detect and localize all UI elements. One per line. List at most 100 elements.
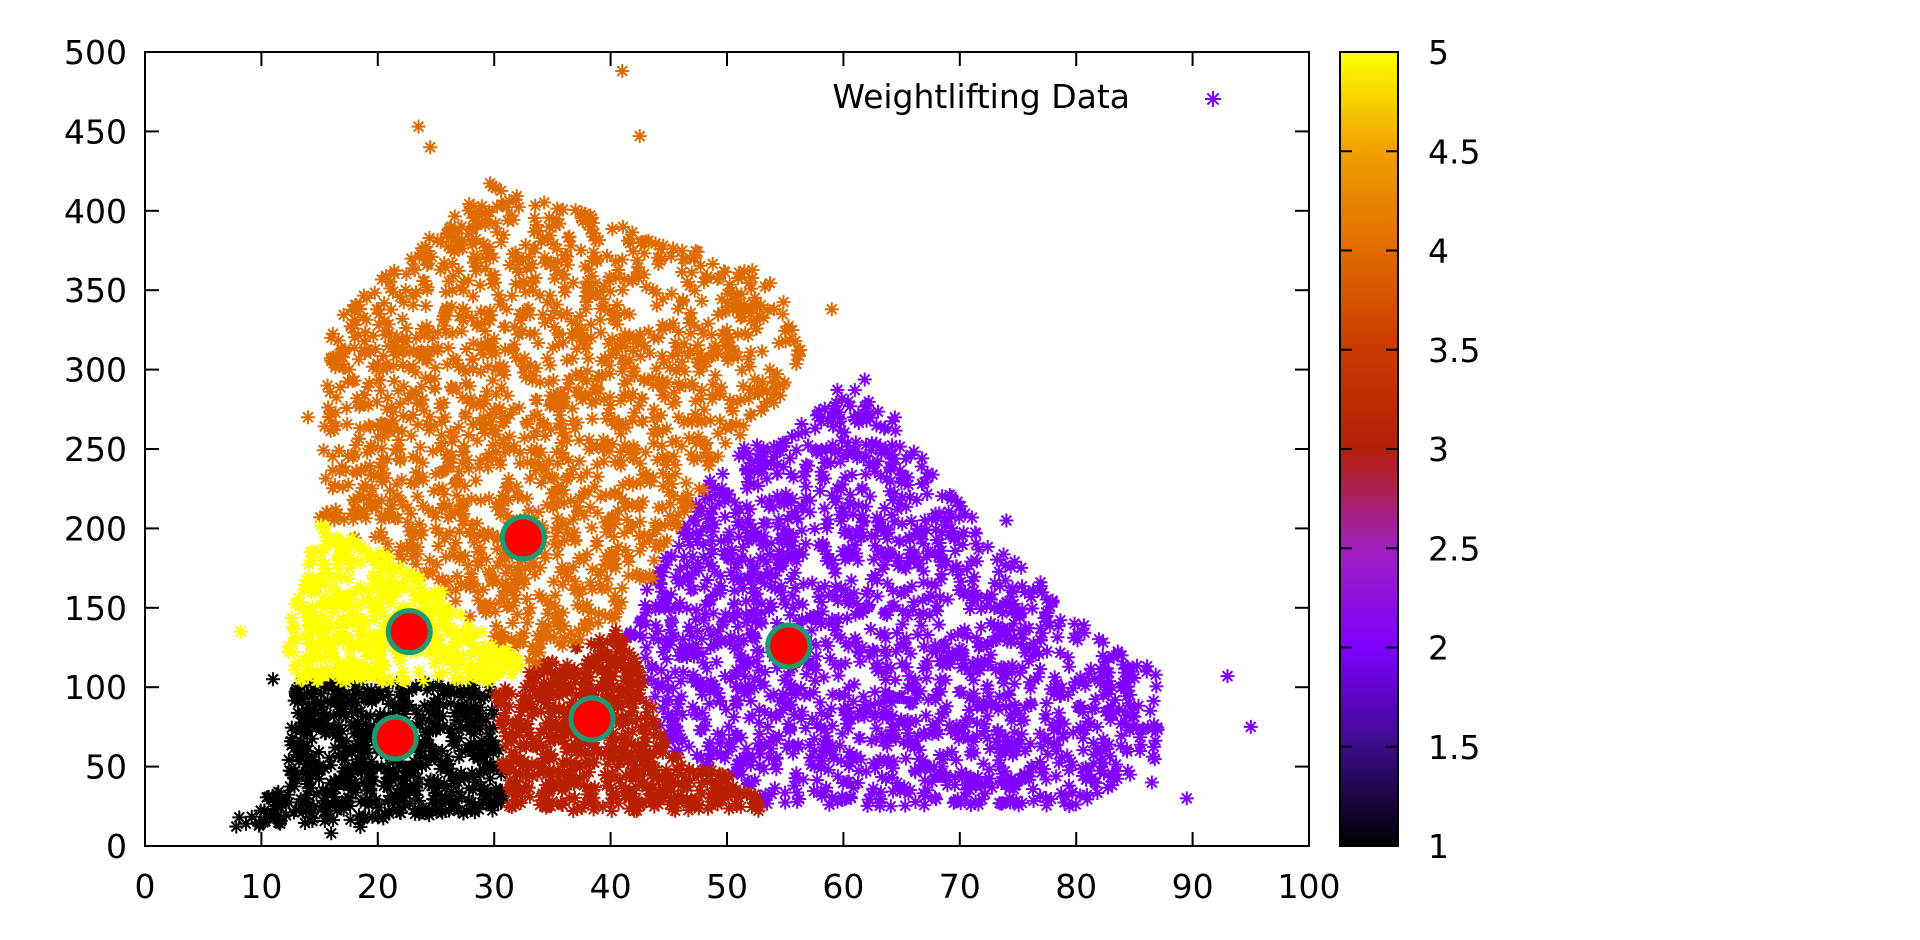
data-point: [327, 478, 342, 493]
data-point: [677, 640, 692, 655]
data-point: [325, 449, 340, 464]
data-point: [376, 778, 391, 793]
data-point: [655, 449, 670, 464]
data-point: [475, 422, 490, 437]
data-point: [778, 795, 793, 810]
data-point: [834, 501, 849, 516]
data-point: [541, 375, 556, 390]
data-point: [348, 738, 363, 753]
data-point: [1049, 744, 1064, 759]
data-point: [778, 785, 793, 800]
data-point: [1018, 645, 1033, 660]
data-point: [590, 469, 605, 484]
data-point: [566, 560, 581, 575]
data-point: [834, 423, 849, 438]
data-point: [438, 325, 453, 340]
data-point: [714, 632, 729, 647]
data-point: [518, 560, 533, 575]
data-point: [722, 719, 737, 734]
data-point: [603, 398, 618, 413]
data-point: [804, 610, 819, 625]
data-point: [750, 654, 765, 669]
data-point: [478, 392, 493, 407]
data-point: [319, 803, 334, 818]
data-point: [578, 667, 593, 682]
data-point: [328, 502, 343, 517]
data-point: [760, 394, 775, 409]
data-point: [602, 521, 617, 536]
data-point: [1024, 698, 1039, 713]
data-point: [395, 552, 410, 567]
data-point: [528, 198, 543, 213]
data-point: [466, 362, 481, 377]
data-point: [1095, 649, 1110, 664]
data-point: [799, 667, 814, 682]
data-point: [594, 564, 609, 579]
data-point: [343, 799, 358, 814]
data-point: [717, 751, 732, 766]
data-point: [1031, 647, 1046, 662]
data-point: [1092, 763, 1107, 778]
data-point: [782, 451, 797, 466]
data-point: [393, 684, 408, 699]
data-point: [518, 370, 533, 385]
data-point: [586, 245, 601, 260]
data-point: [490, 199, 505, 214]
data-point: [692, 481, 707, 496]
data-point: [778, 323, 793, 338]
data-point: [730, 287, 745, 302]
data-point: [358, 691, 373, 706]
data-point: [679, 490, 694, 505]
data-point: [476, 795, 491, 810]
data-point: [892, 463, 907, 478]
data-point: [885, 770, 900, 785]
data-point: [880, 531, 895, 546]
data-point: [874, 512, 889, 527]
data-point: [920, 470, 935, 485]
data-point: [771, 335, 786, 350]
data-point: [404, 506, 419, 521]
data-point: [358, 325, 373, 340]
data-point: [656, 479, 671, 494]
data-point: [787, 707, 802, 722]
data-point: [449, 627, 464, 642]
data-point: [386, 413, 401, 428]
data-point: [684, 671, 699, 686]
data-point: [479, 252, 494, 267]
data-point: [409, 396, 424, 411]
data-point: [344, 718, 359, 733]
data-point: [895, 490, 910, 505]
data-point: [428, 785, 443, 800]
data-point: [340, 417, 355, 432]
data-point: [309, 787, 324, 802]
data-point: [781, 716, 796, 731]
data-point: [856, 689, 871, 704]
data-point: [807, 743, 822, 758]
data-point: [853, 522, 868, 537]
data-point: [885, 584, 900, 599]
data-point: [616, 743, 631, 758]
data-point: [622, 444, 637, 459]
data-point: [427, 704, 442, 719]
data-point: [598, 608, 613, 623]
data-point: [560, 741, 575, 756]
data-point: [477, 396, 492, 411]
data-point: [422, 423, 437, 438]
data-point: [846, 694, 861, 709]
data-point: [928, 578, 943, 593]
data-point: [788, 580, 803, 595]
data-point: [451, 263, 466, 278]
data-point: [446, 352, 461, 367]
data-point: [590, 648, 605, 663]
data-point: [931, 617, 946, 632]
data-point: [490, 558, 505, 573]
data-point: [699, 354, 714, 369]
data-point: [389, 443, 404, 458]
data-point: [817, 501, 832, 516]
data-point: [1147, 752, 1162, 767]
data-point: [378, 807, 393, 822]
data-point: [810, 607, 825, 622]
data-point: [359, 312, 374, 327]
data-point: [549, 263, 564, 278]
data-point: [253, 803, 268, 818]
